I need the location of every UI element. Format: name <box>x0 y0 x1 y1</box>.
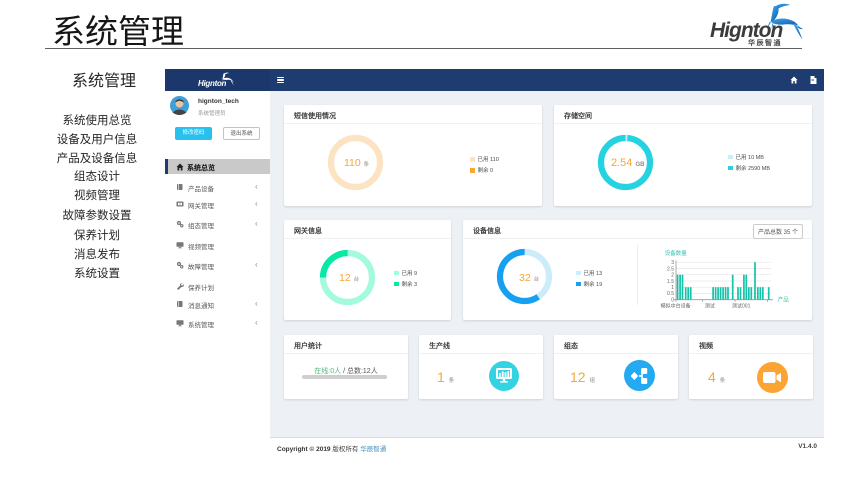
svg-text:设备数量: 设备数量 <box>665 249 688 257</box>
svg-text:0: 0 <box>671 298 674 304</box>
svg-text:1: 1 <box>671 285 674 291</box>
svg-text:2: 2 <box>671 273 674 279</box>
svg-text:3: 3 <box>671 260 674 266</box>
svg-text:模拟中台设备: 模拟中台设备 <box>661 303 691 310</box>
svg-text:产品: 产品 <box>778 296 790 304</box>
svg-text:测试: 测试 <box>705 303 715 310</box>
svg-text:测试001: 测试001 <box>732 303 751 310</box>
svg-text:1.5: 1.5 <box>667 279 674 285</box>
svg-text:0.5: 0.5 <box>667 291 674 297</box>
svg-text:2.5: 2.5 <box>667 266 674 272</box>
